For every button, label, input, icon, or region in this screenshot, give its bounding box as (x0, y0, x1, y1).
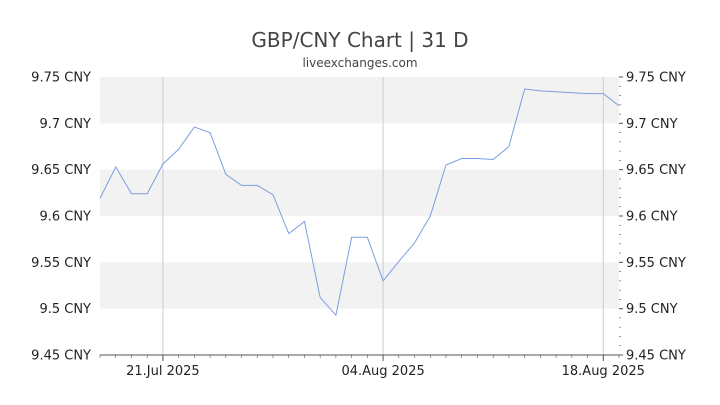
y-tick-label-right: 9.75 CNY (626, 71, 686, 86)
y-tick-label-left: 9.7 CNY (39, 117, 91, 132)
x-tick-label: 21.Jul 2025 (126, 364, 200, 379)
y-tick-label-left: 9.5 CNY (39, 302, 91, 317)
chart-title: GBP/CNY Chart | 31 D (251, 28, 468, 52)
y-tick-label-right: 9.55 CNY (626, 256, 686, 271)
vertical-gridlines (162, 77, 604, 355)
x-tick-label: 04.Aug 2025 (341, 364, 424, 379)
right-axis-tick-labels: 9.75 CNY 9.7 CNY 9.65 CNY 9.6 CNY 9.55 CNY 9.… (626, 71, 686, 364)
background-band (100, 169, 619, 216)
series-line (99, 88, 620, 317)
y-tick-label-left: 9.45 CNY (31, 349, 91, 364)
chart-subtitle: liveexchanges.com (302, 56, 417, 70)
y-tick-label-right: 9.6 CNY (626, 210, 678, 225)
left-axis-tick-labels: 9.75 CNY 9.7 CNY 9.65 CNY 9.6 CNY 9.55 CNY 9.… (31, 71, 91, 364)
y-tick-label-left: 9.55 CNY (31, 256, 91, 271)
x-axis-tick-marks (99, 355, 620, 361)
y-tick-label-right: 9.5 CNY (626, 302, 678, 317)
x-axis-tick-labels: 21.Jul 2025 04.Aug 2025 18.Aug 2025 (126, 364, 645, 379)
plot-background-bands (100, 77, 619, 309)
y-tick-label-right: 9.7 CNY (626, 117, 678, 132)
x-tick-label: 18.Aug 2025 (562, 364, 645, 379)
y-tick-label-left: 9.6 CNY (39, 210, 91, 225)
y-tick-label-right: 9.45 CNY (626, 349, 686, 364)
y-tick-label-right: 9.65 CNY (626, 163, 686, 178)
background-band (100, 77, 619, 124)
y-tick-label-left: 9.75 CNY (31, 71, 91, 86)
background-band (100, 262, 619, 309)
y-tick-label-left: 9.65 CNY (31, 163, 91, 178)
right-axis-tick-marks (619, 76, 623, 356)
